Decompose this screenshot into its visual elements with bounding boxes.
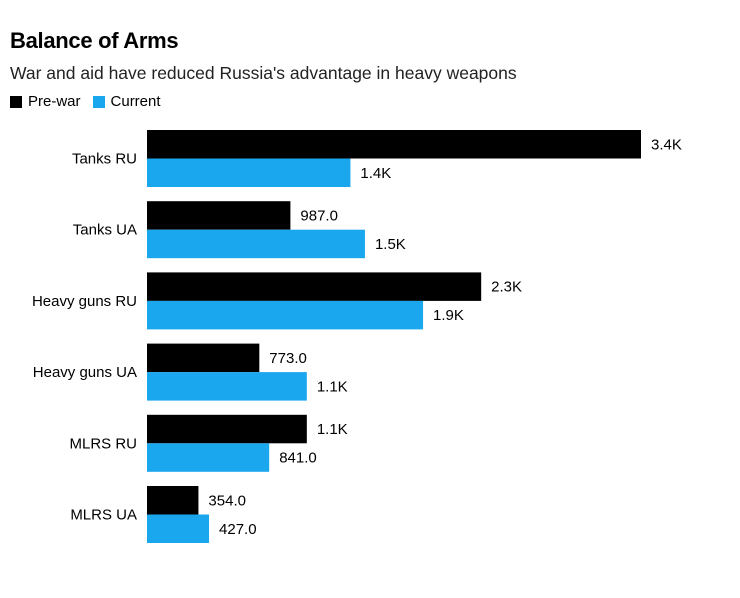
data-label-mlrs-ua-pre-war: 354.0 bbox=[208, 492, 246, 509]
data-label-heavy-guns-ua-pre-war: 773.0 bbox=[269, 350, 307, 367]
chart-subtitle: War and aid have reduced Russia's advant… bbox=[10, 63, 517, 83]
legend-swatch-pre-war bbox=[10, 95, 22, 108]
data-label-heavy-guns-ru-pre-war: 2.3K bbox=[491, 279, 522, 296]
legend-label-pre-war: Pre-war bbox=[28, 93, 81, 110]
data-label-tanks-ru-pre-war: 3.4K bbox=[651, 136, 682, 153]
bar-heavy-guns-ru-pre-war bbox=[147, 272, 482, 301]
category-label-mlrs-ua: MLRS UA bbox=[70, 507, 137, 524]
legend: Pre-war Current bbox=[10, 93, 173, 110]
legend-swatch-current bbox=[92, 95, 105, 108]
bar-heavy-guns-ua-pre-war bbox=[147, 343, 260, 373]
data-label-heavy-guns-ru-current: 1.9K bbox=[433, 307, 464, 324]
data-label-heavy-guns-ua-current: 1.1K bbox=[317, 378, 348, 395]
legend-label-current: Current bbox=[110, 93, 161, 110]
bar-heavy-guns-ua-current bbox=[147, 372, 307, 401]
data-label-tanks-ua-current: 1.5K bbox=[375, 236, 406, 253]
bar-tanks-ua-pre-war bbox=[147, 201, 291, 230]
legend-item-pre-war: Pre-war bbox=[10, 93, 81, 110]
data-label-tanks-ua-pre-war: 987.0 bbox=[300, 207, 338, 224]
legend-item-current: Current bbox=[92, 93, 161, 110]
data-label-mlrs-ua-current: 427.0 bbox=[219, 521, 257, 538]
category-label-heavy-guns-ru: Heavy guns RU bbox=[32, 293, 137, 310]
bar-tanks-ua-current bbox=[147, 229, 365, 259]
category-label-tanks-ua: Tanks UA bbox=[73, 222, 137, 239]
bar-heavy-guns-ru-current bbox=[147, 300, 424, 330]
data-label-mlrs-ru-pre-war: 1.1K bbox=[317, 421, 348, 438]
data-label-tanks-ru-current: 1.4K bbox=[360, 165, 391, 182]
chart-title: Balance of Arms bbox=[10, 28, 179, 53]
bar-tanks-ru-pre-war bbox=[147, 130, 641, 159]
bar-mlrs-ua-current bbox=[147, 514, 210, 543]
data-label-mlrs-ru-current: 841.0 bbox=[279, 450, 317, 467]
bar-mlrs-ru-current bbox=[147, 443, 270, 472]
category-label-mlrs-ru: MLRS RU bbox=[69, 435, 137, 452]
category-label-tanks-ru: Tanks RU bbox=[72, 151, 137, 168]
bar-mlrs-ua-pre-war bbox=[147, 486, 199, 515]
bar-mlrs-ru-pre-war bbox=[147, 414, 307, 444]
category-label-heavy-guns-ua: Heavy guns UA bbox=[33, 364, 137, 381]
bar-tanks-ru-current bbox=[147, 158, 351, 187]
